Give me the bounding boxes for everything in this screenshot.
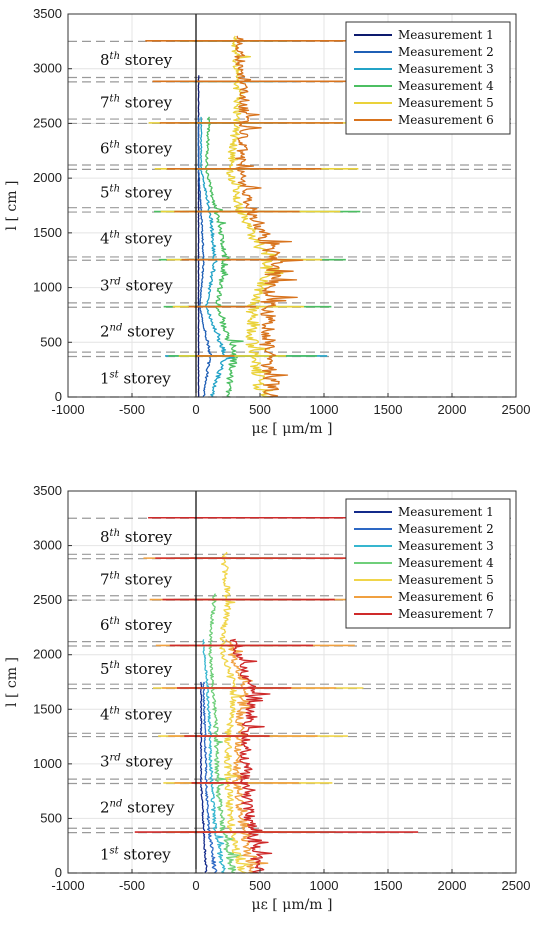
x-tick-label: 2000 [438, 402, 467, 417]
series-line-2 [197, 116, 213, 398]
x-axis-label: με [ μm/m ] [252, 897, 333, 913]
legend-entry: Measurement 2 [398, 45, 494, 59]
chart-panel-2: -1000 -500 0 500 1000 1500 2000 2500 0 500 1000 150… [4, 483, 530, 913]
x-tick-label: 1000 [310, 878, 339, 893]
legend: Measurement 1 Measurement 2 Measurement 3 M… [345, 21, 511, 135]
y-tick-label: 1500 [33, 701, 62, 716]
storey-label: 1st storey [100, 369, 171, 387]
axes-frame [67, 490, 517, 874]
y-tick-label: 500 [40, 810, 62, 825]
storey-label: 4th storey [100, 706, 173, 724]
storey-label: 5th storey [100, 660, 173, 678]
legend-entry: Measurement 3 [398, 539, 494, 553]
y-tick-label: 3000 [33, 538, 62, 553]
storey-label: 6th storey [100, 140, 173, 158]
legend-entry: Measurement 7 [398, 607, 494, 621]
y-tick-label: 0 [55, 389, 62, 404]
series-line-6 [225, 639, 269, 874]
y-tick-label: 2000 [33, 170, 62, 185]
legend-box [345, 21, 511, 135]
series-line-3 [202, 639, 226, 874]
legend-entry: Measurement 4 [398, 556, 494, 570]
x-tick-label: 0 [192, 878, 199, 893]
legend-entry: Measurement 5 [398, 573, 494, 587]
series-line-6 [234, 35, 304, 398]
x-tick-label: 1500 [374, 402, 403, 417]
legend-entry: Measurement 5 [398, 96, 494, 110]
series-line-3 [199, 116, 236, 398]
storey-label: 6th storey [100, 616, 173, 634]
storey-label: 8th storey [100, 528, 173, 546]
x-tick-label: 500 [249, 402, 271, 417]
legend-entry: Measurement 4 [398, 79, 494, 93]
storey-label: 7th storey [100, 94, 173, 112]
y-tick-label: 0 [55, 865, 62, 880]
x-tick-label: 2500 [502, 878, 531, 893]
legend-entry: Measurement 6 [398, 113, 494, 127]
y-tick-label: 500 [40, 334, 62, 349]
y-tick-label: 3500 [33, 483, 62, 498]
x-tick-label: 1000 [310, 402, 339, 417]
x-tick-label: -500 [119, 402, 145, 417]
storey-label: 8th storey [100, 51, 173, 69]
chart-panel-1: -1000 -500 0 500 1000 1500 2000 2500 0 500 1000 150… [4, 6, 530, 437]
y-tick-label: 1000 [33, 280, 62, 295]
series-line-2 [202, 681, 218, 874]
x-tick-label: 1500 [374, 878, 403, 893]
x-tick-label: 500 [249, 878, 271, 893]
y-tick-label: 2500 [33, 592, 62, 607]
y-tick-label: 1000 [33, 756, 62, 771]
y-tick-label: 3500 [33, 6, 62, 21]
series-line-7 [229, 638, 273, 874]
legend-entry: Measurement 1 [398, 28, 494, 42]
x-tick-label: 0 [192, 402, 199, 417]
series-line-4 [205, 116, 244, 398]
storey-label: 3rd storey [100, 753, 173, 771]
series-line-1 [199, 681, 208, 873]
storey-label: 3rd storey [100, 276, 173, 294]
x-tick-label: -500 [119, 878, 145, 893]
storey-label: 7th storey [100, 570, 173, 588]
series-line-5 [219, 551, 251, 874]
y-tick-label: 2500 [33, 115, 62, 130]
legend-entry: Measurement 3 [398, 62, 494, 76]
y-tick-label: 3000 [33, 61, 62, 76]
x-tick-label: -1000 [51, 402, 84, 417]
legend-entry: Measurement 6 [398, 590, 494, 604]
series-line-4 [208, 593, 243, 874]
x-axis-label: με [ μm/m ] [252, 421, 333, 437]
storey-label: 1st storey [100, 845, 171, 863]
storey-label: 4th storey [100, 229, 173, 247]
x-tick-label: 2500 [502, 402, 531, 417]
storey-label: 5th storey [100, 183, 173, 201]
legend-entry: Measurement 2 [398, 522, 494, 536]
storey-label: 2nd storey [100, 322, 175, 340]
y-axis-label: l [ cm ] [4, 657, 20, 707]
y-tick-label: 1500 [33, 225, 62, 240]
storey-label: 2nd storey [100, 799, 175, 817]
y-axis-label: l [ cm ] [4, 181, 20, 231]
x-tick-label: 2000 [438, 878, 467, 893]
x-tick-label: -1000 [51, 878, 84, 893]
y-tick-label: 2000 [33, 647, 62, 662]
legend: Measurement 1 Measurement 2 Measurement 3 M… [345, 498, 511, 629]
axes-frame [67, 13, 517, 398]
legend-entry: Measurement 1 [398, 505, 494, 519]
